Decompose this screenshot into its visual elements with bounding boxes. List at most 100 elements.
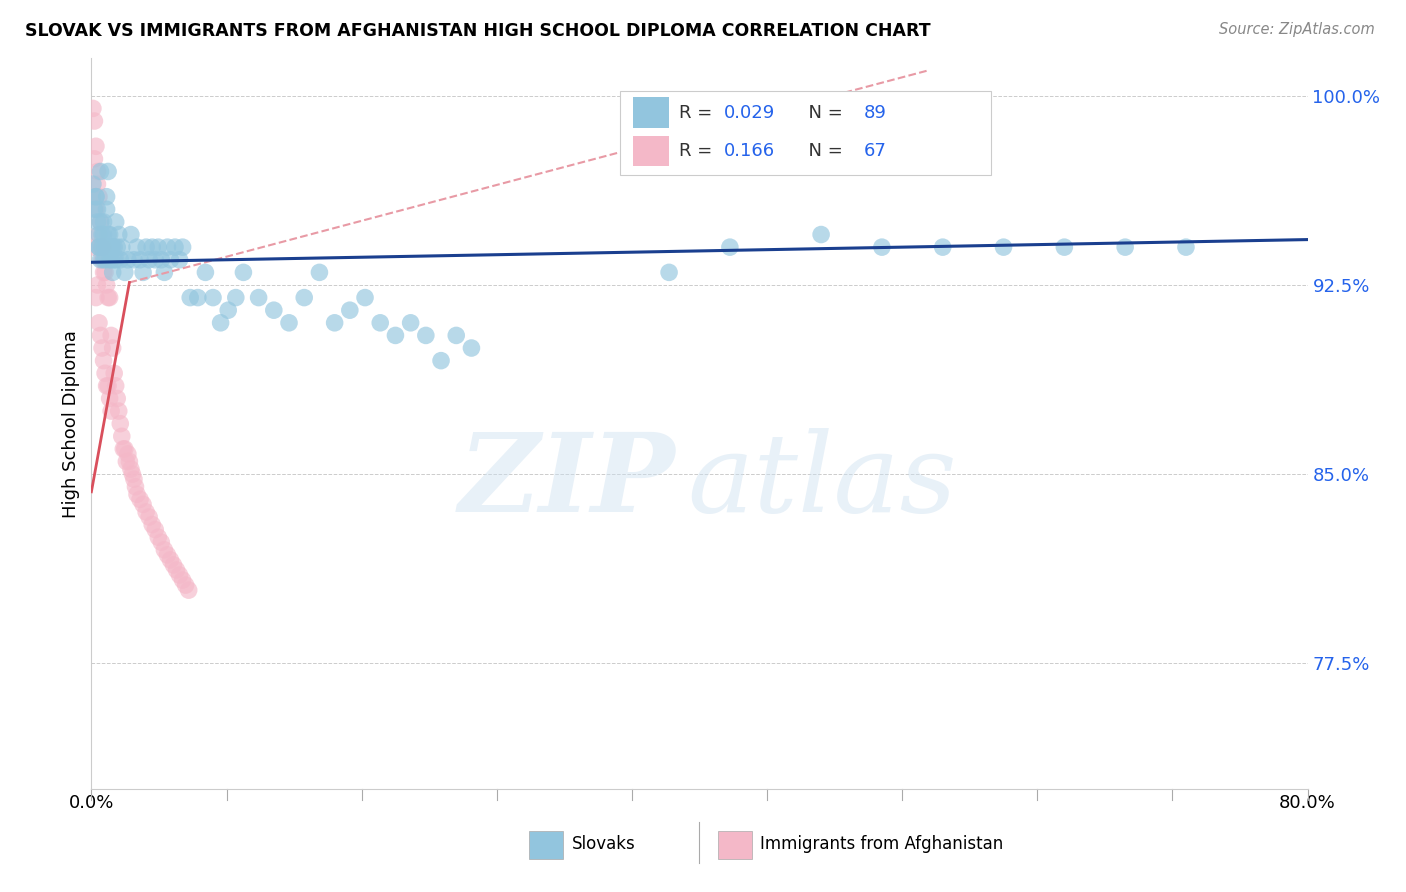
- Text: Slovaks: Slovaks: [572, 835, 636, 854]
- Point: [83, 114, 105, 128]
- FancyBboxPatch shape: [620, 91, 991, 175]
- Point: [104, 215, 127, 229]
- Point: [91, 227, 114, 242]
- Text: Source: ZipAtlas.com: Source: ZipAtlas.com: [1219, 22, 1375, 37]
- Point: [339, 303, 361, 318]
- Point: [104, 252, 127, 267]
- Text: 89: 89: [863, 103, 887, 122]
- Point: [444, 328, 467, 343]
- Point: [89, 164, 111, 178]
- Point: [100, 404, 122, 418]
- Point: [148, 240, 170, 254]
- Point: [810, 227, 832, 242]
- Point: [159, 252, 181, 267]
- Point: [89, 215, 111, 229]
- Point: [110, 417, 132, 431]
- Point: [91, 240, 114, 254]
- Point: [415, 328, 437, 343]
- Point: [384, 328, 406, 343]
- Point: [166, 563, 188, 577]
- Point: [97, 379, 120, 393]
- Point: [82, 102, 104, 116]
- Point: [143, 523, 166, 537]
- Point: [117, 447, 139, 461]
- Y-axis label: High School Diploma: High School Diploma: [62, 330, 80, 517]
- Point: [86, 202, 108, 217]
- Point: [115, 454, 138, 468]
- Point: [94, 265, 117, 279]
- Point: [105, 240, 128, 254]
- Point: [179, 291, 201, 305]
- Point: [292, 291, 315, 305]
- Point: [114, 442, 136, 456]
- Point: [97, 291, 120, 305]
- Point: [120, 227, 142, 242]
- Point: [159, 553, 181, 567]
- Point: [132, 265, 155, 279]
- Point: [86, 215, 108, 229]
- Point: [870, 240, 893, 254]
- Point: [84, 139, 107, 153]
- Point: [209, 316, 232, 330]
- Point: [368, 316, 391, 330]
- Point: [460, 341, 482, 355]
- Point: [103, 366, 125, 380]
- Point: [87, 227, 110, 242]
- Point: [94, 366, 117, 380]
- Point: [1174, 240, 1197, 254]
- Point: [163, 240, 186, 254]
- Point: [114, 265, 136, 279]
- Point: [122, 472, 145, 486]
- Point: [93, 265, 115, 279]
- Point: [93, 215, 115, 229]
- Point: [143, 252, 166, 267]
- Point: [91, 341, 114, 355]
- Point: [86, 277, 108, 292]
- Point: [232, 265, 254, 279]
- Point: [217, 303, 239, 318]
- Point: [1114, 240, 1136, 254]
- Point: [86, 164, 108, 178]
- Text: 0.029: 0.029: [724, 103, 775, 122]
- Point: [112, 442, 135, 456]
- Point: [107, 227, 129, 242]
- Text: R =: R =: [679, 142, 718, 160]
- Point: [117, 252, 139, 267]
- Point: [202, 291, 225, 305]
- Point: [430, 353, 453, 368]
- Point: [172, 240, 194, 254]
- Point: [718, 240, 741, 254]
- Point: [169, 568, 191, 582]
- Point: [132, 497, 155, 511]
- Point: [82, 177, 104, 191]
- Point: [94, 240, 117, 254]
- Point: [91, 252, 114, 267]
- Point: [187, 291, 209, 305]
- Text: N =: N =: [797, 142, 848, 160]
- Point: [124, 480, 146, 494]
- Point: [156, 240, 179, 254]
- Bar: [633, 136, 669, 166]
- Point: [156, 548, 179, 562]
- Point: [323, 316, 346, 330]
- Point: [93, 240, 115, 254]
- Point: [118, 454, 141, 468]
- Point: [91, 240, 114, 254]
- Point: [98, 227, 121, 242]
- Text: SLOVAK VS IMMIGRANTS FROM AFGHANISTAN HIGH SCHOOL DIPLOMA CORRELATION CHART: SLOVAK VS IMMIGRANTS FROM AFGHANISTAN HI…: [25, 22, 931, 40]
- Point: [308, 265, 330, 279]
- Point: [120, 462, 142, 476]
- Point: [153, 542, 176, 557]
- Point: [96, 190, 118, 204]
- Point: [162, 558, 184, 572]
- Point: [278, 316, 301, 330]
- Point: [101, 341, 124, 355]
- Point: [98, 252, 121, 267]
- Point: [83, 152, 105, 166]
- Point: [399, 316, 422, 330]
- Text: atlas: atlas: [688, 428, 957, 536]
- Text: ZIP: ZIP: [458, 428, 675, 536]
- Point: [89, 215, 111, 229]
- Point: [96, 379, 118, 393]
- Bar: [529, 831, 564, 859]
